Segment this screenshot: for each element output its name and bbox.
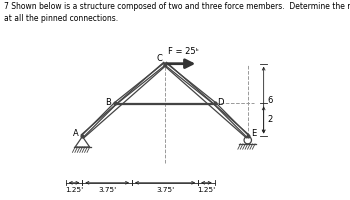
Text: 7 Shown below is a structure composed of two and three force members.  Determine: 7 Shown below is a structure composed of… bbox=[4, 2, 350, 11]
Text: 1.25': 1.25' bbox=[197, 187, 216, 193]
Text: D: D bbox=[217, 98, 224, 107]
Text: at all the pinned connections.: at all the pinned connections. bbox=[4, 14, 118, 23]
Text: E: E bbox=[251, 129, 256, 138]
Text: A: A bbox=[73, 129, 79, 138]
Text: 2: 2 bbox=[267, 115, 272, 124]
Text: B: B bbox=[105, 98, 111, 107]
Text: 1.25': 1.25' bbox=[65, 187, 83, 193]
Text: F = 25ᵏ: F = 25ᵏ bbox=[168, 47, 199, 56]
Text: 3.75': 3.75' bbox=[98, 187, 116, 193]
Text: 6: 6 bbox=[267, 96, 272, 105]
Text: 3.75': 3.75' bbox=[156, 187, 174, 193]
Text: C: C bbox=[157, 54, 163, 63]
